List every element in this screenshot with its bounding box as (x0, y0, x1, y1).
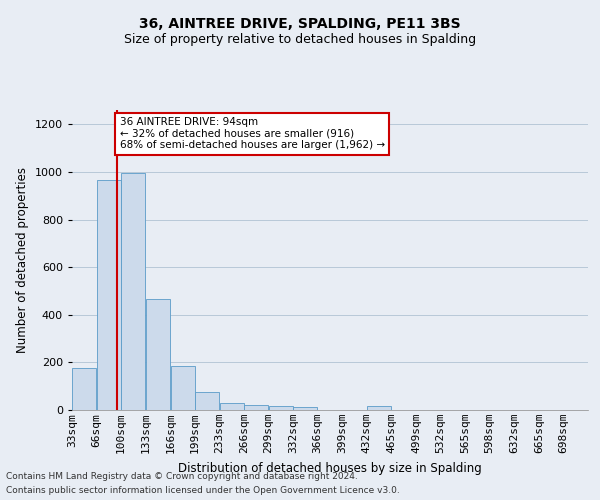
Text: 36 AINTREE DRIVE: 94sqm
← 32% of detached houses are smaller (916)
68% of semi-d: 36 AINTREE DRIVE: 94sqm ← 32% of detache… (119, 117, 385, 150)
Text: Size of property relative to detached houses in Spalding: Size of property relative to detached ho… (124, 32, 476, 46)
Bar (72, 368, 97, 410)
Bar (269, 406, 293, 410)
Bar (170, 366, 194, 410)
Bar (195, 392, 219, 410)
Text: Contains HM Land Registry data © Crown copyright and database right 2024.: Contains HM Land Registry data © Crown c… (6, 472, 358, 481)
X-axis label: Distribution of detached houses by size in Spalding: Distribution of detached houses by size … (178, 462, 482, 474)
Bar (367, 406, 391, 410)
Text: 36, AINTREE DRIVE, SPALDING, PE11 3BS: 36, AINTREE DRIVE, SPALDING, PE11 3BS (139, 18, 461, 32)
Y-axis label: Number of detached properties: Number of detached properties (16, 167, 29, 353)
Bar (121, 172, 145, 410)
Bar (244, 405, 268, 410)
Bar (293, 407, 317, 410)
Bar (146, 299, 170, 410)
Bar (220, 403, 244, 410)
Text: Contains public sector information licensed under the Open Government Licence v3: Contains public sector information licen… (6, 486, 400, 495)
Bar (97, 180, 121, 410)
